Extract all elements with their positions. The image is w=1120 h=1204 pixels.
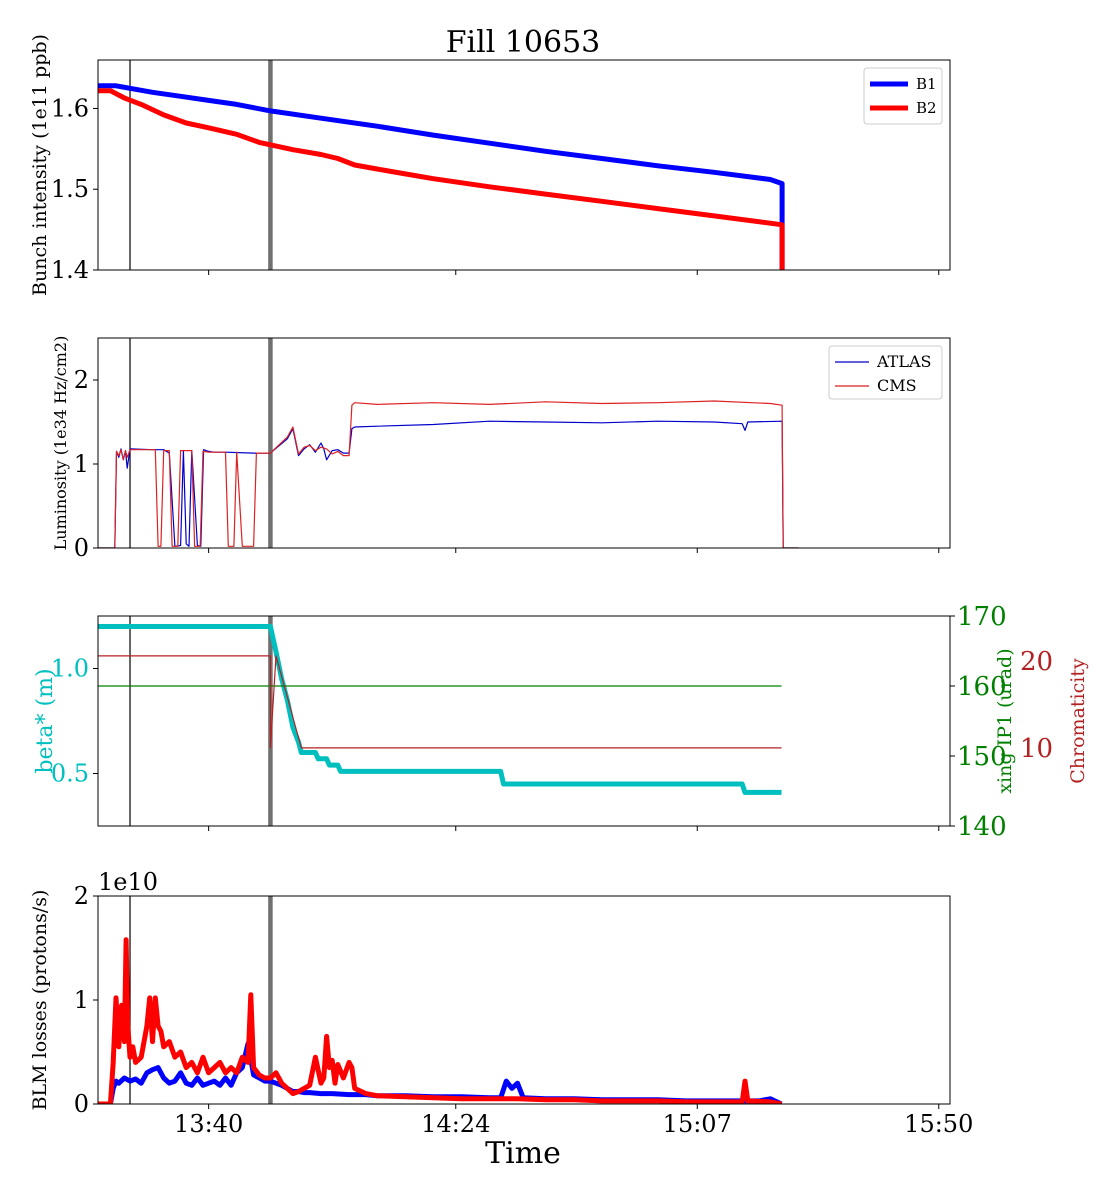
- panel-4: 13:40 14:24 15:07 15:50 0 1 2 BLM losses (proto…: [29, 868, 973, 1138]
- plot-area: [98, 60, 785, 270]
- legend-label: B1: [916, 75, 937, 93]
- right-tick-label-xing: 170: [957, 602, 1007, 632]
- y-tick-label: 0: [74, 534, 89, 562]
- series-line-b1: [98, 83, 785, 270]
- series-line-b2: [98, 937, 782, 1104]
- plot-frame: [97, 59, 951, 271]
- y-tick-label: 2: [74, 366, 89, 394]
- plot-frame: [97, 615, 951, 827]
- plot-area: [98, 896, 783, 1104]
- right-tick-label-chromaticity: 10: [1020, 734, 1053, 764]
- right-tick-label-xing: 150: [957, 742, 1007, 772]
- y-tick-label: 0: [74, 1090, 89, 1118]
- y-tick-label: 1.4: [51, 256, 89, 284]
- y-tick-label: 2: [74, 882, 89, 910]
- y-tick-label: 1: [74, 450, 89, 478]
- legend-label: ATLAS: [876, 352, 932, 371]
- series-line-beta-: [98, 624, 782, 795]
- legend: ATLAS CMS: [828, 345, 943, 400]
- y-tick-label: 1.5: [51, 175, 89, 203]
- y-axis-label: Luminosity (1e34 Hz/cm2): [51, 336, 70, 551]
- right-tick-label-xing: 160: [957, 672, 1007, 702]
- x-tick-label: 15:50: [904, 1110, 973, 1138]
- right-axis-label-xing: xing IP1 (urad): [994, 648, 1016, 793]
- y-tick-label: 1: [74, 986, 89, 1014]
- legend-label: CMS: [877, 376, 917, 395]
- x-tick-label: 13:40: [174, 1110, 243, 1138]
- plot-frame: [97, 337, 951, 549]
- right-axis-label-chromaticity: Chromaticity: [1067, 658, 1089, 784]
- plot-area: [98, 616, 782, 826]
- y-tick-label: 0.5: [51, 760, 89, 788]
- y-axis-label: Bunch intensity (1e11 ppb): [29, 34, 51, 296]
- y-axis-label: beta* (m): [33, 668, 58, 773]
- legend-label: B2: [916, 99, 937, 117]
- y-offset-label: 1e10: [98, 868, 158, 896]
- right-tick-label-chromaticity: 20: [1020, 647, 1053, 677]
- series-line-b2: [98, 88, 785, 270]
- x-tick-label: 15:07: [663, 1110, 732, 1138]
- x-tick-label: 14:24: [421, 1110, 490, 1138]
- series-line-chromaticity: [98, 655, 782, 749]
- plot-area: [98, 338, 799, 548]
- figure-title: Fill 10653: [446, 25, 601, 60]
- y-tick-label: 1.0: [51, 655, 89, 683]
- right-tick-label-xing: 140: [957, 812, 1007, 842]
- x-axis-label: Time: [485, 1136, 561, 1171]
- y-axis-label: BLM losses (protons/s): [29, 890, 51, 1111]
- series-line-cms: [98, 400, 799, 548]
- y-tick-label: 1.6: [51, 94, 89, 122]
